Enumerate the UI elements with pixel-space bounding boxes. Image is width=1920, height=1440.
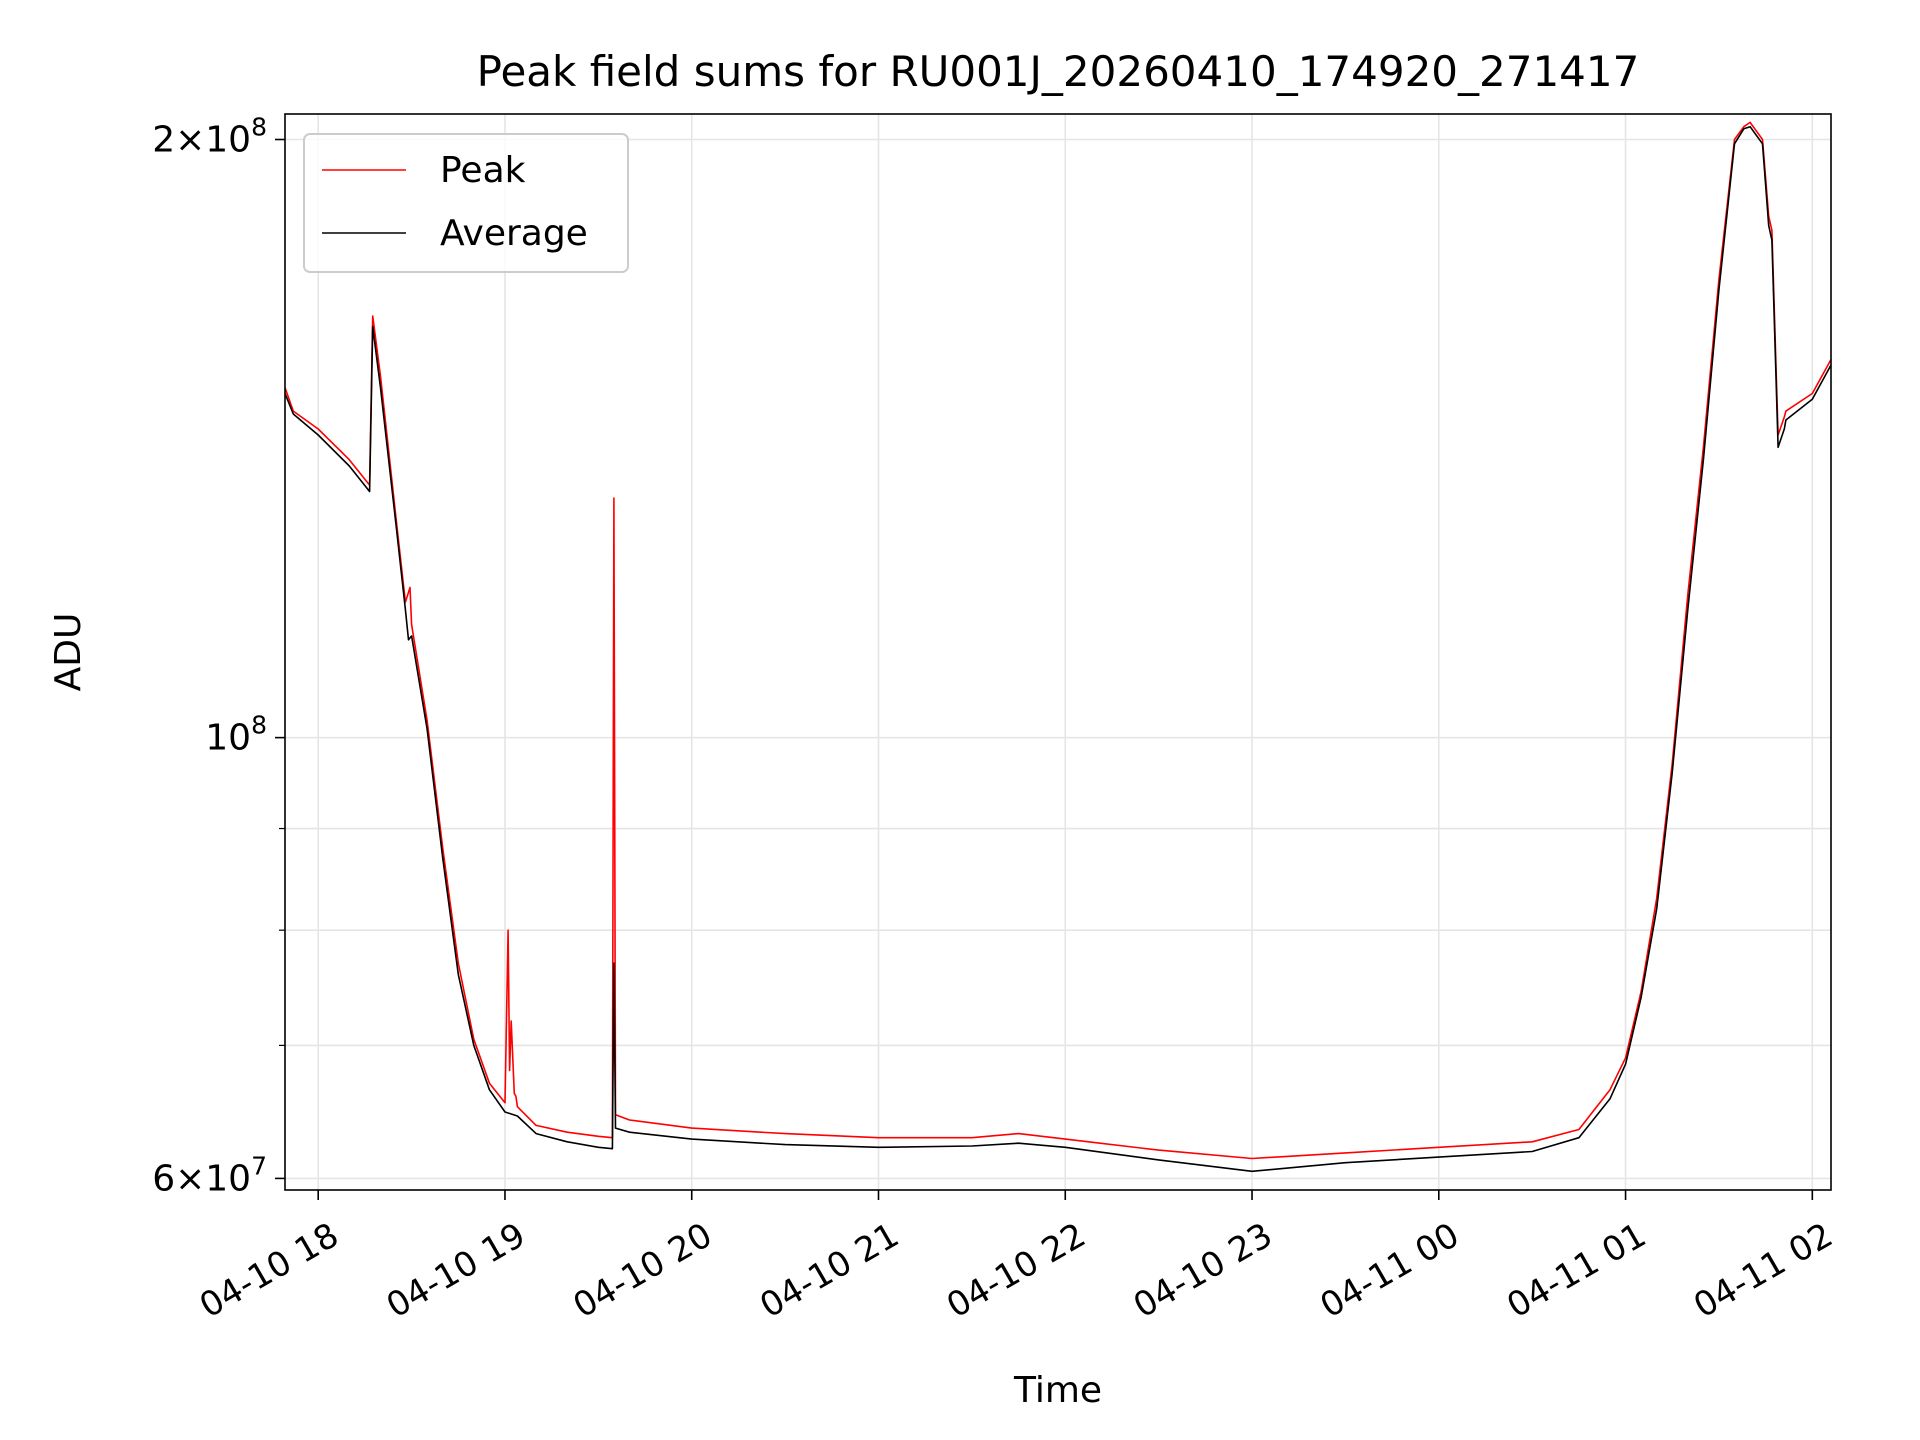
y-tick-times-sign: ×10: [175, 1158, 251, 1199]
grid: [285, 114, 1831, 1190]
y-tick-label: 6×107: [152, 1151, 267, 1199]
legend-label-average: Average: [440, 213, 588, 254]
y-tick-exponent: 8: [251, 113, 267, 142]
y-tick-base: 10: [205, 718, 251, 759]
y-tick-label: 108: [205, 711, 267, 759]
plot-lines: [284, 121, 1832, 1173]
y-tick-mantissa: 2: [152, 120, 175, 161]
y-axis-label: ADU: [48, 613, 89, 692]
y-tick-times-sign: ×10: [175, 120, 251, 161]
series-line-average: [284, 125, 1832, 1173]
chart-title: Peak field sums for RU001J_20260410_1749…: [477, 47, 1640, 96]
legend: Peak Average: [303, 133, 629, 273]
x-axis-label: Time: [1013, 1370, 1102, 1411]
series-line-peak: [284, 121, 1832, 1160]
legend-label-peak: Peak: [440, 150, 526, 191]
plot-frame: [284, 113, 1832, 1191]
y-tick-exponent: 7: [251, 1151, 267, 1180]
y-tick-mantissa: 6: [152, 1158, 175, 1199]
y-tick-label: 2×108: [152, 113, 267, 161]
legend-box: [303, 133, 629, 273]
y-tick-exponent: 8: [251, 711, 267, 740]
